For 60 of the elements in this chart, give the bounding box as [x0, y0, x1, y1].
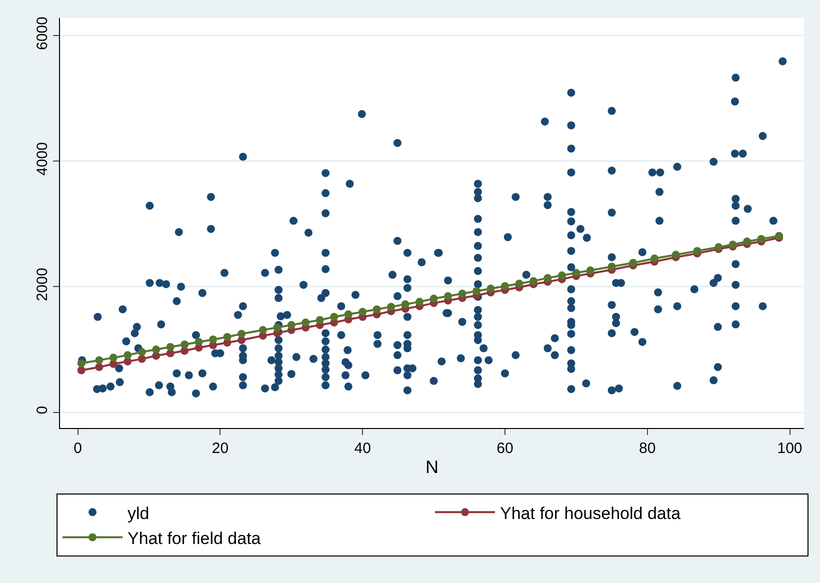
point: [672, 250, 680, 259]
point: [572, 268, 580, 277]
point: [486, 284, 495, 293]
point: [273, 324, 282, 332]
point: [693, 246, 702, 255]
point: [372, 305, 381, 314]
point: [401, 300, 410, 308]
point: [316, 316, 324, 324]
x-tick-label: 100: [777, 440, 802, 457]
point: [258, 326, 267, 334]
point: [444, 292, 452, 300]
point: [500, 282, 509, 290]
y-tick-label: 0: [34, 406, 51, 414]
point: [209, 335, 218, 344]
point: [95, 356, 104, 364]
y-tick-label: 4000: [34, 142, 51, 176]
point: [608, 262, 616, 271]
point: [358, 308, 367, 316]
point: [138, 348, 146, 356]
y-tick-label: 6000: [34, 16, 51, 50]
y-tick-label: 2000: [34, 268, 51, 302]
point: [743, 238, 752, 246]
point: [650, 254, 658, 262]
x-tick-label: 0: [74, 440, 82, 457]
point: [166, 343, 174, 351]
point: [194, 338, 203, 346]
legend-label: yld: [128, 504, 150, 523]
point: [138, 354, 146, 363]
point: [757, 235, 766, 244]
point: [109, 354, 118, 362]
point: [458, 290, 466, 298]
point: [238, 330, 246, 338]
point: [77, 366, 86, 374]
point: [586, 266, 594, 274]
point: [124, 351, 132, 360]
point: [558, 271, 566, 280]
x-tick-label: 40: [354, 440, 371, 457]
point: [515, 280, 524, 288]
x-axis-title: N: [426, 457, 438, 478]
point: [529, 277, 538, 286]
point: [344, 310, 352, 318]
x-tick-label: 20: [212, 440, 229, 457]
point: [330, 312, 338, 321]
point: [430, 294, 438, 303]
point: [77, 359, 86, 368]
point: [152, 346, 160, 354]
legend-label: Yhat for field data: [128, 528, 262, 548]
point: [95, 363, 104, 372]
x-tick-label: 60: [496, 440, 514, 457]
point: [387, 302, 396, 311]
point: [180, 340, 189, 348]
point: [223, 332, 232, 341]
point: [416, 298, 424, 306]
point: [544, 274, 552, 282]
x-tick-label: 80: [639, 440, 656, 457]
point: [287, 321, 296, 330]
point: [629, 258, 638, 267]
legend-label: Yhat for household data: [500, 504, 682, 523]
point: [302, 318, 310, 327]
point: [472, 287, 480, 296]
